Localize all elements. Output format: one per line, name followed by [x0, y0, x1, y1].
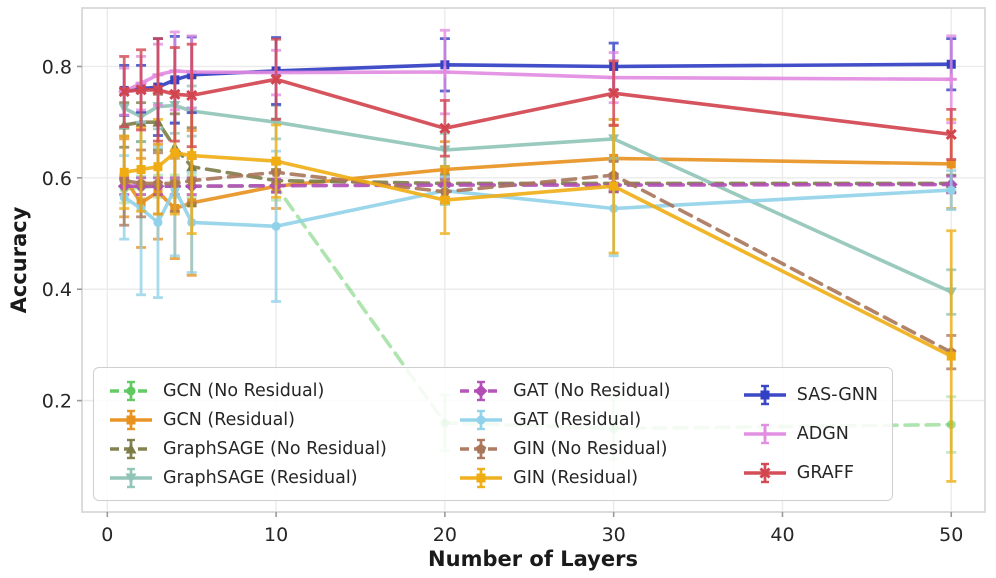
x-tick-label: 50	[939, 524, 963, 546]
legend-column: SAS-GNN ADGN GRAFF	[742, 376, 878, 492]
legend-swatch-icon	[743, 462, 786, 483]
legend-label: GCN (No Residual)	[163, 380, 325, 401]
y-tick-label: 0.8	[42, 56, 72, 78]
legend-swatch-icon	[460, 409, 503, 430]
legend-item-gin-no-residual: GIN (No Residual)	[458, 434, 670, 463]
data-point-marker	[271, 156, 281, 166]
data-point-marker	[153, 162, 163, 172]
data-point-marker	[118, 85, 130, 98]
x-axis-label: Number of Layers	[428, 547, 638, 571]
legend-box: GCN (No Residual) GCN (Residual) GraphSAGE…	[93, 367, 893, 501]
y-tick-label: 0.2	[42, 391, 72, 413]
data-point-marker	[475, 443, 487, 453]
data-point-marker	[474, 384, 488, 397]
data-point-marker	[946, 185, 956, 195]
legend-label: GAT (No Residual)	[513, 380, 671, 401]
data-point-marker	[476, 473, 486, 482]
data-point-marker	[609, 181, 619, 191]
y-axis-label: Accuracy	[7, 206, 31, 314]
data-point-marker	[440, 195, 450, 205]
legend-item-adgn: ADGN	[742, 419, 878, 448]
data-point-marker	[476, 415, 486, 424]
legend-label: GRAFF	[796, 462, 854, 483]
legend-column: GCN (No Residual) GCN (Residual) GraphSAGE…	[108, 376, 387, 492]
legend-swatch-icon	[110, 467, 152, 488]
plot-border	[81, 7, 986, 513]
legend-item-gcn-no-residual: GCN (No Residual)	[108, 376, 387, 405]
data-point-marker	[271, 221, 281, 231]
series-gin-residual	[119, 76, 957, 483]
legend-label: SAS-GNN	[796, 385, 878, 406]
data-point-marker	[126, 386, 136, 395]
x-tick-label: 10	[264, 524, 288, 546]
legend-item-gat-no-residual: GAT (No Residual)	[458, 376, 671, 405]
legend-label: GAT (Residual)	[513, 409, 642, 430]
data-point-marker	[187, 151, 197, 161]
y-tick-label: 0.6	[42, 168, 72, 190]
legend-swatch-icon	[460, 467, 503, 488]
data-point-marker	[759, 428, 771, 440]
data-point-marker	[608, 87, 620, 99]
data-point-marker	[439, 66, 451, 78]
data-point-marker	[169, 88, 181, 100]
data-point-marker	[945, 73, 957, 85]
data-point-marker	[759, 467, 771, 479]
data-point-marker	[270, 73, 282, 85]
legend-swatch-icon	[460, 438, 503, 459]
x-tick-label: 40	[770, 524, 794, 546]
data-point-marker	[946, 159, 956, 169]
legend-swatch-icon	[110, 380, 152, 401]
legend-item-graphsage-no-residual: GraphSAGE (No Residual)	[108, 434, 387, 463]
legend-column: GAT (No Residual) GAT (Residual) GIN (No R…	[458, 376, 671, 492]
data-point-marker	[946, 351, 956, 361]
data-point-marker	[152, 84, 164, 96]
legend-label: GraphSAGE (Residual)	[163, 467, 358, 488]
data-point-marker	[186, 89, 198, 101]
legend-label: GraphSAGE (No Residual)	[163, 438, 387, 459]
data-point-marker	[439, 122, 451, 134]
series-graff	[118, 37, 957, 161]
legend-label: GCN (Residual)	[163, 409, 295, 430]
legend-swatch-icon	[110, 438, 152, 459]
legend-item-graphsage-residual: GraphSAGE (Residual)	[108, 463, 387, 492]
legend-swatch-icon	[110, 409, 152, 430]
legend-swatch-icon	[743, 385, 786, 406]
legend-swatch-icon	[743, 423, 786, 445]
legend-swatch-icon	[460, 380, 503, 401]
legend-item-gcn-residual: GCN (Residual)	[108, 405, 387, 434]
data-point-marker	[126, 415, 136, 424]
x-tick-label: 0	[101, 524, 113, 546]
data-point-marker	[135, 84, 147, 96]
x-tick-label: 30	[602, 524, 626, 546]
data-point-marker	[153, 217, 163, 227]
legend-item-sas-gnn: SAS-GNN	[742, 381, 878, 410]
data-point-marker	[170, 148, 180, 158]
legend-label: GIN (No Residual)	[513, 438, 668, 459]
data-point-marker	[125, 473, 137, 483]
data-point-marker	[136, 165, 146, 175]
legend-item-gin-residual: GIN (Residual)	[458, 463, 670, 492]
x-tick-label: 20	[433, 524, 457, 546]
legend-label: GIN (Residual)	[513, 467, 639, 488]
data-point-marker	[760, 390, 770, 400]
legend-label: ADGN	[796, 423, 849, 444]
data-point-marker	[119, 167, 129, 177]
y-tick-label: 0.4	[42, 279, 72, 301]
data-point-marker	[945, 128, 957, 140]
data-point-marker	[125, 443, 137, 453]
legend-item-graff: GRAFF	[742, 458, 878, 487]
legend-item-gat-residual: GAT (Residual)	[458, 405, 670, 434]
